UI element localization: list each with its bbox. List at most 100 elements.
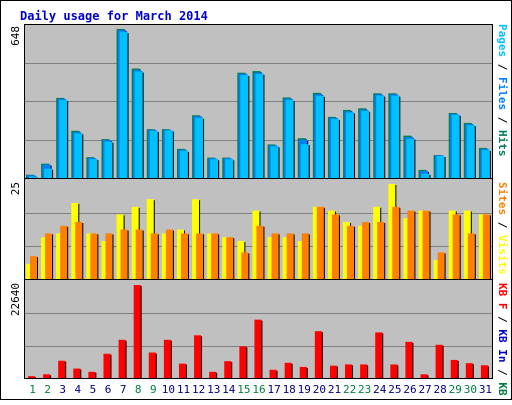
panel-2-legend: KB F / KB In / KB Out [496,283,509,400]
bar-sites-31-fill [482,214,490,279]
day-label-30: 30 [464,383,477,396]
bar-pages-6-fill [104,141,113,178]
bar-pages-17-fill [270,146,279,178]
x-axis-day-labels: 1 2 3 4 5 6 7 8 9 10 11 12 13 14 15 16 17 18 19 20 21 22 23 24 2… [29,383,492,396]
bar-pages-15-fill [240,74,249,178]
bar-sites-10-fill [165,229,173,279]
bar-visits-12-fill [192,199,200,279]
bar-sites-14 [226,237,235,280]
bar-pages-4 [74,133,84,179]
bar-sites-7-fill [120,229,128,279]
bar-sites-29-fill [452,214,460,279]
bar-visits-8-fill [131,206,139,279]
bar-visits-27-fill [418,210,426,279]
bar-kb-f-19-fill [299,366,307,378]
bar-pages-31 [481,149,491,179]
bar-visits-23-fill [358,225,366,279]
bar-pages-10-fill [164,130,173,178]
bar-sites-3 [60,225,69,280]
bar-pages-27 [421,173,431,179]
bar-pages-14 [225,159,235,179]
bar-pages-2 [44,168,54,179]
bar-kb-f-8-fill [133,285,141,378]
bar-sites-6-fill [105,233,113,279]
bar-kb-f-23 [360,364,369,379]
panel-hits-files-pages: 648 [9,26,492,179]
bar-pages-16-fill [255,73,264,178]
bar-sites-6 [105,233,114,280]
bar-visits-31-fill [478,214,486,279]
bar-pages-11 [179,150,189,179]
bar-kb-f-28 [435,344,444,379]
bar-sites-24 [377,222,386,280]
right-axis-legends: Pages / Files / Hits Sites / Visits KB F /… [496,24,509,405]
bar-visits-21-fill [327,210,335,279]
bar-sites-12 [196,233,205,280]
bar-sites-21 [331,214,340,280]
bar-kb-f-15 [239,346,248,379]
bar-visits-18-fill [282,237,290,279]
bar-visits-14-fill [222,237,230,279]
day-label-8: 8 [135,383,142,396]
panel-visits-sites: 25 [9,182,492,280]
legend-part: / [496,363,509,383]
bar-visits-5-fill [86,233,94,279]
bar-pages-19 [300,144,310,179]
bar-kb-f-21 [329,365,338,379]
bar-pages-23-fill [361,110,370,178]
bar-sites-4-fill [75,222,83,279]
bar-sites-3-fill [60,225,68,279]
bar-visits-10-fill [161,233,169,279]
bar-kb-f-2-fill [43,374,51,378]
bar-sites-17-fill [271,233,279,279]
bar-visits-30-fill [463,210,471,279]
bar-pages-5 [89,159,99,179]
bar-kb-f-8 [133,285,142,379]
bar-sites-19-fill [301,233,309,279]
bar-kb-f-18 [284,362,293,379]
bar-kb-f-19 [299,366,308,379]
legend-part: / [496,57,509,77]
bar-pages-10 [164,130,174,179]
bar-visits-4-fill [71,203,79,279]
day-label-16: 16 [252,383,265,396]
bar-pages-8-fill [134,71,143,178]
bar-pages-18-fill [285,99,294,178]
bar-sites-7 [120,229,129,280]
legend-part: Pages [496,24,509,57]
bar-sites-24-fill [377,222,385,279]
bar-pages-4-fill [74,133,83,178]
bar-kb-f-10 [163,339,172,379]
bar-visits-24-fill [373,206,381,279]
bar-pages-22 [346,112,356,179]
bar-pages-29-fill [451,114,460,178]
bar-visits-3-fill [56,233,64,279]
day-label-7: 7 [120,383,127,396]
bar-kb-f-22-fill [345,364,353,378]
bar-pages-18 [285,99,295,179]
day-label-1: 1 [29,383,36,396]
legend-part: KB F [496,283,509,310]
day-label-13: 13 [207,383,220,396]
bar-sites-17 [271,233,280,280]
bar-sites-11-fill [180,233,188,279]
bar-pages-30 [466,125,476,179]
bar-pages-15 [240,74,250,179]
bar-pages-24-fill [376,95,385,178]
bar-kb-f-7 [118,339,127,379]
bar-pages-13 [210,159,220,179]
panel-kbytes: 22640 [9,283,492,379]
bar-sites-16-fill [256,225,264,279]
bar-sites-8-fill [135,229,143,279]
bar-kb-f-13 [209,371,218,379]
bar-pages-28-fill [436,156,445,178]
bar-kb-f-29-fill [450,359,458,378]
bar-kb-f-14 [224,361,233,379]
bar-pages-31-fill [481,149,490,178]
bar-pages-13-fill [210,159,219,178]
bar-pages-12 [195,117,205,179]
bar-sites-23-fill [362,222,370,279]
bar-visits-19-fill [297,241,305,279]
bar-kb-f-15-fill [239,346,247,378]
